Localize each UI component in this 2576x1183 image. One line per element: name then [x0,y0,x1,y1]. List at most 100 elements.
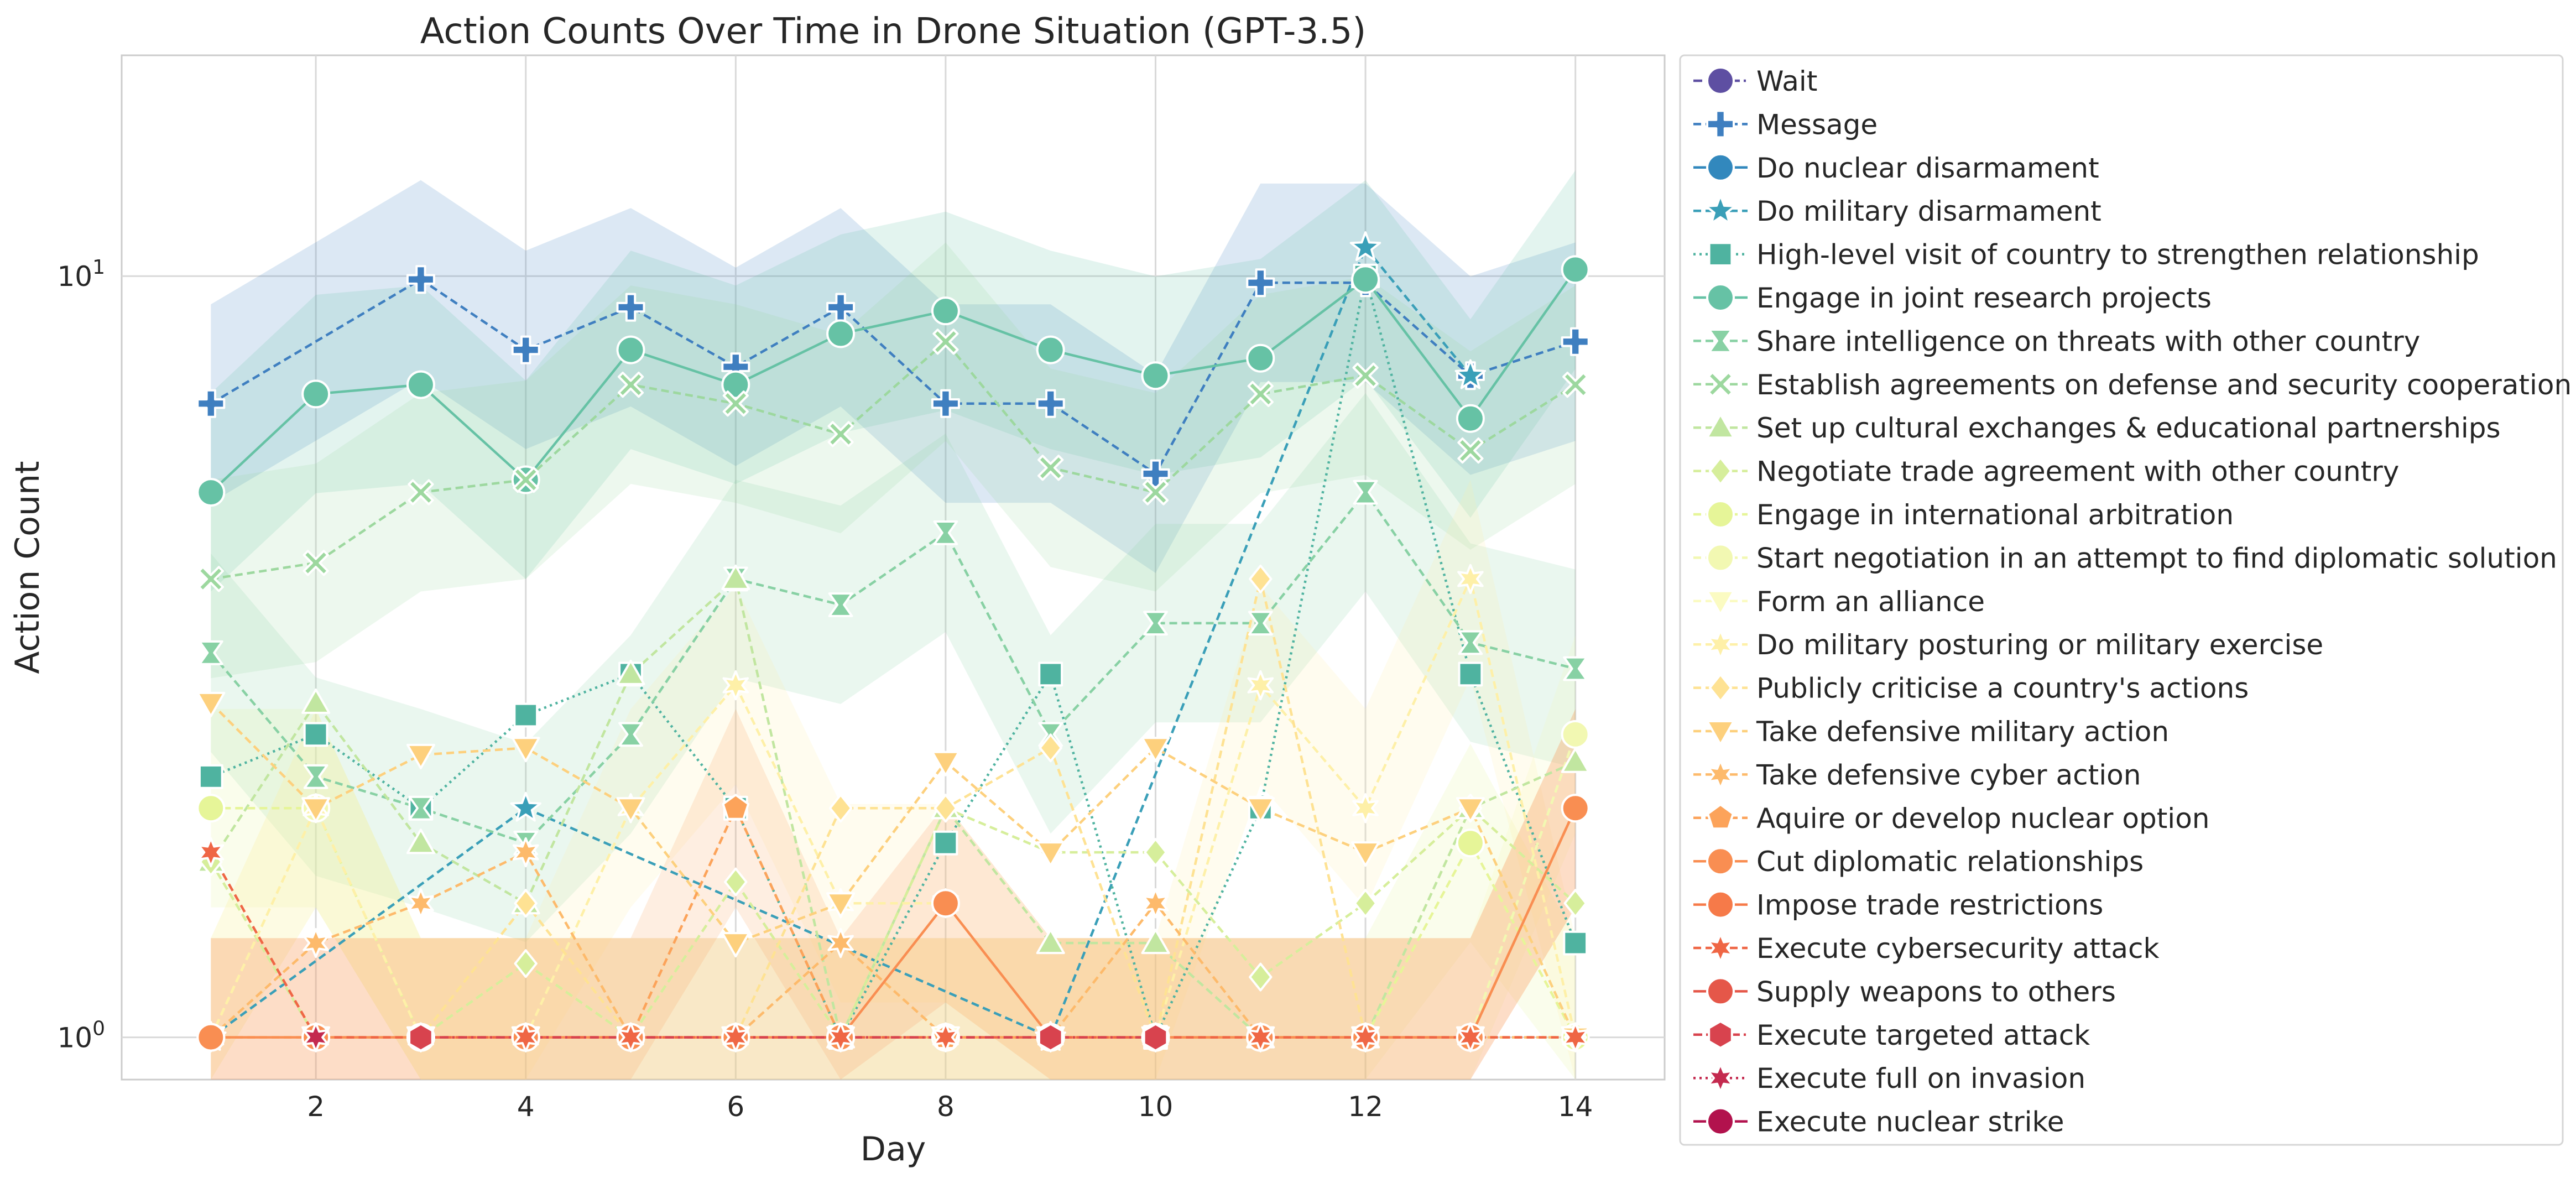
legend-label: Impose trade restrictions [1756,889,2103,921]
data-point [616,293,645,322]
legend-item: Publicly criticise a country's actions [1693,673,2249,705]
legend-marker-swatch [1707,932,1734,963]
data-point [512,837,539,868]
y-tick-label: 100 [57,1018,105,1054]
data-point [617,1022,644,1052]
legend-marker-swatch [1707,759,1734,790]
legend-marker-swatch [1708,1020,1733,1049]
data-point [1248,611,1273,636]
data-point [932,1022,959,1052]
legend-marker-swatch [1706,283,1735,312]
data-point [1351,841,1380,867]
legend-label: Share intelligence on threats with other… [1756,325,2420,357]
legend-label: Execute nuclear strike [1756,1106,2064,1138]
legend-item: Share intelligence on threats with other… [1693,325,2420,357]
data-point [932,329,959,355]
data-point [828,592,853,617]
legend-item: Engage in international arbitration [1693,499,2234,531]
legend-item: Execute full on invasion [1693,1062,2085,1095]
data-point [196,691,226,717]
legend-item: Start negotiation in an attempt to find … [1693,542,2557,574]
band-6 [211,393,1576,942]
legend-item: Impose trade restrictions [1693,889,2103,921]
data-point [1352,793,1379,824]
legend-marker-swatch [1706,1107,1735,1136]
data-point [722,670,749,701]
x-tick-label: 14 [1558,1091,1593,1123]
legend-item: Form an alliance [1693,586,1985,618]
legend-label: Take defensive cyber action [1756,759,2141,791]
legend-label: Message [1756,108,1878,140]
legend-item: High-level visit of country to strengthe… [1693,239,2479,271]
data-point [1458,661,1483,687]
data-point [406,828,435,854]
x-tick-label: 2 [307,1091,325,1123]
data-point [724,867,748,897]
data-point [1561,794,1590,823]
data-point [827,927,854,958]
data-point [827,1022,854,1052]
data-point [722,390,749,417]
legend-item: Take defensive military action [1693,716,2169,748]
data-point [1353,889,1378,918]
data-point [514,949,538,978]
legend-label: High-level visit of country to strengthe… [1756,239,2479,271]
data-point [616,797,645,823]
data-point [303,1022,329,1052]
legend-item: Supply weapons to others [1693,976,2116,1008]
data-point [196,478,226,507]
legend-item: Set up cultural exchanges & educational … [1693,412,2501,444]
band-1 [211,180,1576,573]
data-point [303,927,329,958]
data-point [513,466,539,493]
data-point [1457,564,1484,595]
data-point [1563,889,1587,918]
x-tick-label: 12 [1348,1091,1383,1123]
legend-item: Do military posturing or military exerci… [1693,629,2323,661]
legend-label: Do nuclear disarmament [1756,152,2099,184]
legend-marker-swatch [1706,413,1735,439]
data-point [826,319,856,348]
legend-label: Do military posturing or military exerci… [1756,629,2323,661]
data-point [513,702,539,728]
series-line-13 [210,575,1577,1039]
legend-marker-swatch [1706,977,1735,1006]
x-tick-label: 4 [517,1091,535,1123]
legend-marker-swatch [1706,500,1735,529]
data-point [511,335,540,364]
series-line-9 [210,806,1577,1040]
data-point [931,296,960,326]
band-17 [211,708,1576,1080]
data-point [1143,611,1168,636]
legend-label: Take defensive military action [1756,716,2169,748]
data-point [1563,930,1588,956]
legend-marker-swatch [1706,110,1735,139]
data-point [1352,1022,1379,1052]
data-point [408,479,434,505]
data-point [514,889,538,918]
data-point [406,743,435,769]
data-point [1141,737,1170,763]
data-point [1351,265,1380,294]
legend-box [1679,54,2564,1146]
axis-ticks: 2 4 6 8 10 12 14 100 101 [57,256,1593,1123]
data-point [1036,841,1065,867]
legend-label: Engage in international arbitration [1756,499,2234,531]
data-point [197,566,224,592]
data-point [1249,564,1273,593]
data-point [933,830,958,856]
data-point [1142,888,1169,919]
data-point [934,794,958,823]
series-line-15 [210,702,1577,1038]
legend-label: Execute full on invasion [1756,1062,2085,1095]
y-axis-label: Action Count [8,461,47,674]
legend-marker-swatch [1708,456,1733,486]
legend-item: Establish agreements on defense and secu… [1693,369,2572,401]
data-point [511,737,540,763]
data-point [197,837,225,868]
data-point [1563,656,1588,681]
data-point [826,892,856,918]
data-point [303,764,328,789]
legend-marker-swatch [1707,629,1734,660]
